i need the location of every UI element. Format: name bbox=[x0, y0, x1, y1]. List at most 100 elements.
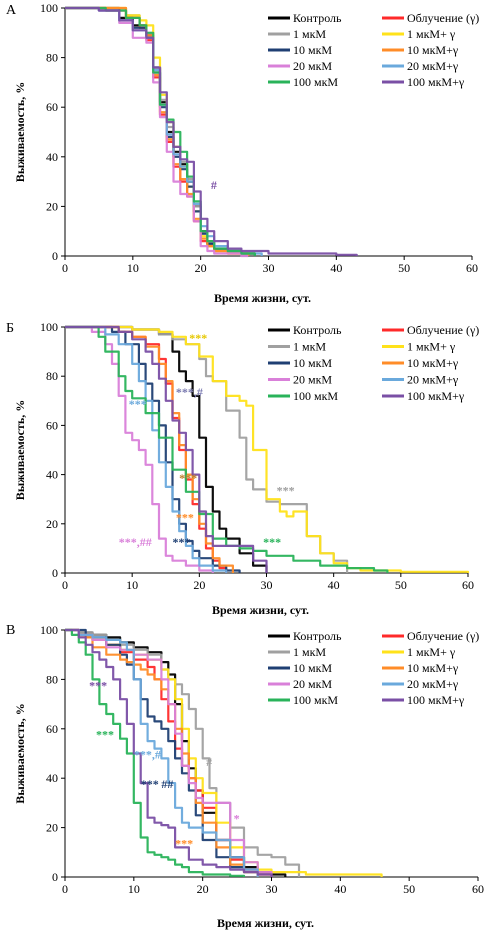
series-line-2 bbox=[65, 6, 256, 256]
series-line-6 bbox=[65, 325, 214, 573]
series-line-8 bbox=[65, 325, 389, 573]
y-tick-label: 20 bbox=[46, 199, 58, 213]
x-tick-label: 50 bbox=[398, 261, 410, 275]
y-tick-label: 100 bbox=[40, 320, 58, 334]
y-tick-label: 0 bbox=[52, 249, 58, 263]
x-tick-label: 30 bbox=[266, 882, 278, 896]
legend-label: Контроль bbox=[293, 11, 342, 25]
legend-label: 100 мкМ bbox=[293, 693, 338, 707]
series-line-4 bbox=[65, 6, 256, 256]
significance-annotation: # bbox=[206, 755, 212, 769]
y-tick-label: 0 bbox=[52, 870, 58, 884]
series-line-9 bbox=[65, 6, 358, 256]
series-line-3 bbox=[65, 325, 470, 573]
y-tick-label: 40 bbox=[46, 771, 58, 785]
legend-label: 100 мкМ+γ bbox=[407, 693, 465, 707]
legend-label: 100 мкМ+γ bbox=[407, 75, 465, 89]
legend-label: 1 мкМ+ γ bbox=[407, 27, 456, 41]
x-tick-label: 40 bbox=[328, 578, 340, 592]
series-line-3 bbox=[65, 6, 256, 256]
legend-label: 1 мкМ+ γ bbox=[407, 645, 456, 659]
legend-label: 10 мкМ bbox=[293, 356, 332, 370]
legend-label: 20 мкМ+γ bbox=[407, 59, 459, 73]
series-line-4 bbox=[65, 628, 259, 877]
x-tick-label: 20 bbox=[193, 578, 205, 592]
x-tick-label: 60 bbox=[466, 261, 478, 275]
x-tick-label: 0 bbox=[62, 261, 68, 275]
significance-annotation: ***,# bbox=[176, 385, 203, 399]
y-tick-label: 80 bbox=[46, 672, 58, 686]
series-line-8 bbox=[65, 6, 256, 256]
series-line-9 bbox=[65, 628, 273, 877]
legend-label: 100 мкМ bbox=[293, 75, 338, 89]
y-tick-label: 40 bbox=[46, 468, 58, 482]
legend-label: Контроль bbox=[293, 323, 342, 337]
x-tick-label: 10 bbox=[126, 578, 138, 592]
legend-label: 20 мкМ+γ bbox=[407, 373, 459, 387]
series-line-8 bbox=[65, 628, 246, 877]
series-line-7 bbox=[65, 628, 259, 877]
legend-label: 1 мкМ bbox=[293, 27, 326, 41]
legend-label: 100 мкМ+γ bbox=[407, 389, 465, 403]
legend-label: Контроль bbox=[293, 629, 342, 643]
series-line-1 bbox=[65, 6, 250, 256]
y-tick-label: 100 bbox=[40, 623, 58, 637]
x-axis-title: Время жизни, сут. bbox=[217, 916, 314, 930]
significance-annotation: *** bbox=[179, 471, 197, 485]
chart-panel-3: В 0 20 40 60 80 100 0 10 20 30 40 50 60 Время жизни, с… bbox=[6, 623, 484, 930]
y-axis-title: Выживаемость, % bbox=[13, 703, 27, 803]
legend: Контроль Облучение (γ) 1 мкМ 1 мкМ+ γ 10 мкМ… bbox=[268, 11, 479, 89]
chart-panel-1: А 0 20 40 60 80 100 0 10 20 30 40 50 60 Время жизни, с… bbox=[6, 1, 479, 305]
legend-label: 10 мкМ bbox=[293, 661, 332, 675]
x-tick-label: 40 bbox=[334, 882, 346, 896]
legend-label: 20 мкМ+γ bbox=[407, 677, 459, 691]
x-axis-title: Время жизни, сут. bbox=[212, 603, 309, 617]
x-tick-label: 10 bbox=[128, 882, 140, 896]
significance-annotation: *** bbox=[141, 777, 159, 791]
series-line-5 bbox=[65, 325, 234, 573]
significance-annotation: *** bbox=[89, 678, 107, 692]
significance-annotation: ***,# bbox=[134, 747, 161, 761]
significance-annotation: ***,## bbox=[119, 535, 152, 549]
legend-label: 10 мкМ+γ bbox=[407, 356, 459, 370]
y-tick-label: 80 bbox=[46, 51, 58, 65]
legend-label: 1 мкМ bbox=[293, 645, 326, 659]
series-line-0 bbox=[65, 6, 256, 256]
panel-label: Б bbox=[6, 321, 14, 336]
legend-label: Облучение (γ) bbox=[407, 11, 479, 25]
legend: Контроль Облучение (γ) 1 мкМ 1 мкМ+ γ 10 мкМ… bbox=[268, 323, 479, 403]
legend-label: 100 мкМ bbox=[293, 389, 338, 403]
series-line-7 bbox=[65, 325, 228, 573]
x-tick-label: 60 bbox=[462, 578, 474, 592]
legend-label: 20 мкМ bbox=[293, 59, 332, 73]
series-line-7 bbox=[65, 6, 263, 256]
y-tick-label: 20 bbox=[46, 821, 58, 835]
x-tick-label: 50 bbox=[395, 578, 407, 592]
significance-annotation: * bbox=[234, 812, 240, 826]
significance-annotation: *** bbox=[172, 535, 190, 549]
legend-label: Облучение (γ) bbox=[407, 629, 479, 643]
series-line-9 bbox=[65, 325, 268, 573]
legend-label: 10 мкМ+γ bbox=[407, 43, 459, 57]
series-line-5 bbox=[65, 628, 259, 877]
y-tick-label: 20 bbox=[46, 517, 58, 531]
significance-annotation: *** bbox=[189, 331, 207, 345]
significance-annotation: *** bbox=[96, 728, 114, 742]
x-tick-label: 40 bbox=[330, 261, 342, 275]
x-tick-label: 20 bbox=[197, 882, 209, 896]
x-tick-label: 0 bbox=[62, 882, 68, 896]
legend-label: 1 мкМ bbox=[293, 340, 326, 354]
significance-annotation: ## bbox=[161, 777, 173, 791]
significance-annotation: *** bbox=[175, 836, 193, 850]
x-axis-title: Время жизни, сут. bbox=[214, 291, 311, 305]
panel-label: В bbox=[6, 623, 15, 638]
significance-annotation: # bbox=[211, 178, 217, 192]
x-tick-label: 50 bbox=[403, 882, 415, 896]
y-tick-label: 60 bbox=[46, 418, 58, 432]
x-tick-label: 30 bbox=[263, 261, 275, 275]
legend-label: 1 мкМ+ γ bbox=[407, 340, 456, 354]
y-tick-label: 0 bbox=[52, 566, 58, 580]
y-tick-label: 80 bbox=[46, 369, 58, 383]
x-tick-label: 0 bbox=[62, 578, 68, 592]
